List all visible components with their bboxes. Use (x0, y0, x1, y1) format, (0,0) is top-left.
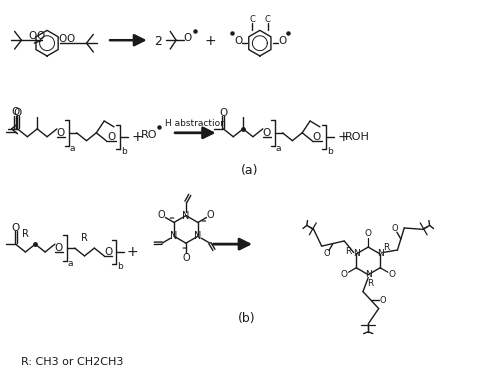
Text: 2: 2 (154, 35, 162, 48)
Text: O: O (184, 33, 192, 43)
Text: +: + (127, 245, 138, 259)
Text: O: O (278, 36, 286, 46)
Text: R: R (81, 233, 88, 243)
Text: N: N (353, 250, 360, 258)
Text: O: O (313, 132, 321, 142)
Text: O: O (12, 107, 20, 117)
Text: O: O (364, 229, 372, 238)
Text: O: O (36, 31, 44, 41)
Text: (b): (b) (238, 311, 256, 325)
Text: +: + (205, 34, 216, 48)
Text: O: O (341, 270, 348, 279)
Text: b: b (121, 147, 127, 156)
Text: O: O (28, 31, 36, 41)
Text: a: a (276, 144, 281, 153)
Text: b: b (327, 147, 332, 156)
Text: O: O (388, 270, 396, 279)
Text: a: a (68, 259, 73, 268)
Text: C: C (265, 15, 270, 24)
Text: =: = (168, 215, 173, 221)
Text: H abstraction: H abstraction (166, 119, 226, 128)
Text: N: N (377, 250, 384, 258)
Text: O: O (234, 36, 242, 46)
Text: O: O (158, 210, 165, 220)
Text: R: R (22, 229, 29, 239)
Text: R: R (368, 279, 374, 288)
Text: O: O (392, 224, 398, 233)
Text: RO: RO (142, 130, 158, 140)
Text: O: O (12, 223, 20, 233)
Text: O: O (104, 247, 112, 257)
Text: R: R (383, 243, 390, 252)
Text: O: O (56, 128, 65, 138)
Text: a: a (70, 144, 75, 153)
Text: +: + (338, 130, 349, 144)
Text: O: O (14, 108, 22, 118)
Text: C: C (249, 15, 255, 24)
Text: O: O (262, 128, 271, 138)
Text: O: O (207, 210, 214, 220)
Text: N: N (194, 231, 202, 241)
Text: O: O (55, 243, 63, 253)
Text: O: O (107, 132, 115, 142)
Text: +: + (132, 130, 143, 144)
Text: b: b (117, 262, 123, 271)
Text: O: O (182, 253, 190, 263)
Text: =: = (181, 245, 187, 251)
Text: O: O (220, 108, 228, 118)
Text: R: R (344, 247, 351, 256)
Text: N: N (182, 211, 190, 220)
Text: O: O (324, 249, 330, 258)
Text: (a): (a) (241, 164, 259, 177)
Text: =: = (200, 219, 206, 225)
Text: O: O (380, 295, 386, 305)
Text: O: O (66, 34, 75, 44)
Text: N: N (170, 231, 177, 241)
Text: R: CH3 or CH2CH3: R: CH3 or CH2CH3 (22, 357, 124, 367)
Text: ROH: ROH (345, 132, 370, 142)
Text: N: N (365, 270, 372, 279)
Text: O: O (58, 34, 67, 44)
